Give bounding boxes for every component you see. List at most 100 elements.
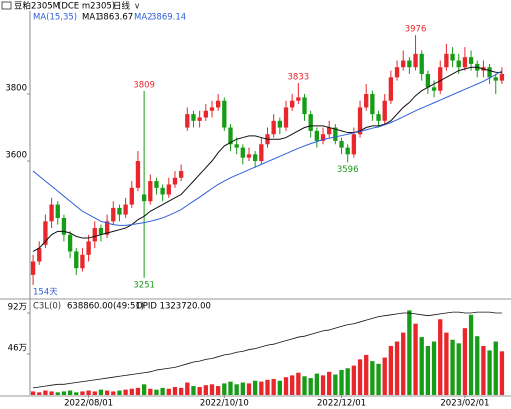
candle-body xyxy=(123,204,128,215)
candle-body xyxy=(43,221,48,245)
candle-body xyxy=(104,221,110,235)
volume-bar xyxy=(92,391,97,395)
volume-bar xyxy=(481,345,486,395)
candle-body xyxy=(493,77,498,81)
volume-bar xyxy=(215,386,221,395)
volume-bar xyxy=(49,391,54,395)
candle-body xyxy=(277,120,282,128)
volume-bar xyxy=(191,386,196,395)
volume-ratio: 638860.00(49:51) xyxy=(67,302,144,312)
period[interactable]: 日线 xyxy=(113,1,131,12)
candle-body xyxy=(67,234,73,252)
volume-bar xyxy=(234,384,239,395)
candle-body xyxy=(425,73,431,88)
volume-bar xyxy=(253,380,258,395)
candle-body xyxy=(345,147,350,155)
volume-bar xyxy=(283,377,289,395)
candle-body xyxy=(197,117,202,121)
low-label: 3251 xyxy=(133,280,155,290)
candle-body xyxy=(357,107,363,135)
candle-body xyxy=(234,144,239,148)
volume-bar xyxy=(320,375,326,395)
candle-body xyxy=(407,60,412,68)
candle-body xyxy=(92,228,97,242)
volume-bar xyxy=(123,389,128,395)
volume-bar xyxy=(333,374,338,395)
volume-bar xyxy=(104,390,110,395)
volume-bar xyxy=(425,345,431,395)
candle-body xyxy=(86,241,91,255)
volume-bar xyxy=(197,386,202,395)
candle-body xyxy=(370,94,375,115)
candle-body xyxy=(74,251,79,269)
x-tick-label: 2022/12/01 xyxy=(317,399,366,409)
candle-body xyxy=(203,110,208,118)
volume-bar xyxy=(80,391,85,395)
volume-bar xyxy=(129,388,134,395)
candle-body xyxy=(394,67,400,78)
candle-body xyxy=(253,154,258,162)
opid-line xyxy=(33,311,502,389)
volume-bar xyxy=(74,392,79,395)
candle-body xyxy=(450,53,455,61)
candle-body xyxy=(413,53,418,68)
legend-ma2: MA2 xyxy=(134,13,153,23)
volume-bar xyxy=(172,386,178,395)
x-tick-label: 2022/08/01 xyxy=(64,399,113,409)
volume-bar xyxy=(499,351,505,395)
volume-bar xyxy=(290,375,295,395)
candle-body xyxy=(456,60,461,68)
volume-bar xyxy=(246,383,252,395)
volume-bar xyxy=(401,332,406,395)
y-tick-label: 3600 xyxy=(5,151,27,161)
candle-body xyxy=(327,127,332,135)
volume-bar xyxy=(308,378,313,395)
high-label: 3976 xyxy=(405,25,427,35)
volume-bar xyxy=(407,310,412,395)
volume-bar xyxy=(327,371,332,395)
volume-bar xyxy=(450,339,455,395)
candle-body xyxy=(296,97,301,101)
candle-body xyxy=(376,114,381,121)
candle-body xyxy=(228,127,233,145)
volume-bar xyxy=(487,350,492,395)
volume-bar xyxy=(43,390,48,395)
dropdown-arrow[interactable]: ∨ xyxy=(134,2,140,12)
volume-bar xyxy=(364,354,369,395)
volume-bar xyxy=(166,388,171,395)
candle-body xyxy=(178,171,184,178)
candle-body xyxy=(339,140,344,148)
candle-body xyxy=(49,204,54,222)
candle-body xyxy=(166,184,171,195)
volume-bar xyxy=(388,345,394,395)
candle-body xyxy=(111,207,116,222)
candle-body xyxy=(172,177,178,185)
volume-bar xyxy=(55,392,60,395)
candle-body xyxy=(37,248,42,262)
candle-body xyxy=(259,144,264,162)
volume-bar xyxy=(209,384,215,395)
candle-body xyxy=(438,67,443,91)
candle-body xyxy=(419,53,424,74)
icon xyxy=(1,1,12,10)
candle-body xyxy=(135,161,141,188)
candle-body xyxy=(148,181,153,202)
candle-body xyxy=(80,254,85,269)
volume-bar xyxy=(265,379,270,395)
x-tick-label: 2023/02/01 xyxy=(440,399,489,409)
candle-body xyxy=(320,134,326,141)
volume-bar xyxy=(67,390,73,395)
volume-bar xyxy=(376,363,381,395)
candle-body xyxy=(364,94,369,108)
candle-body xyxy=(314,130,320,141)
candle-body xyxy=(222,100,227,128)
candle-body xyxy=(388,77,394,101)
indicator: MA(15,35) xyxy=(33,13,77,23)
volume-bar xyxy=(419,337,424,395)
candle-body xyxy=(382,100,387,121)
volume-bar xyxy=(111,391,116,395)
y-tick-label: 46万 xyxy=(8,344,27,354)
candle-body xyxy=(141,194,147,202)
